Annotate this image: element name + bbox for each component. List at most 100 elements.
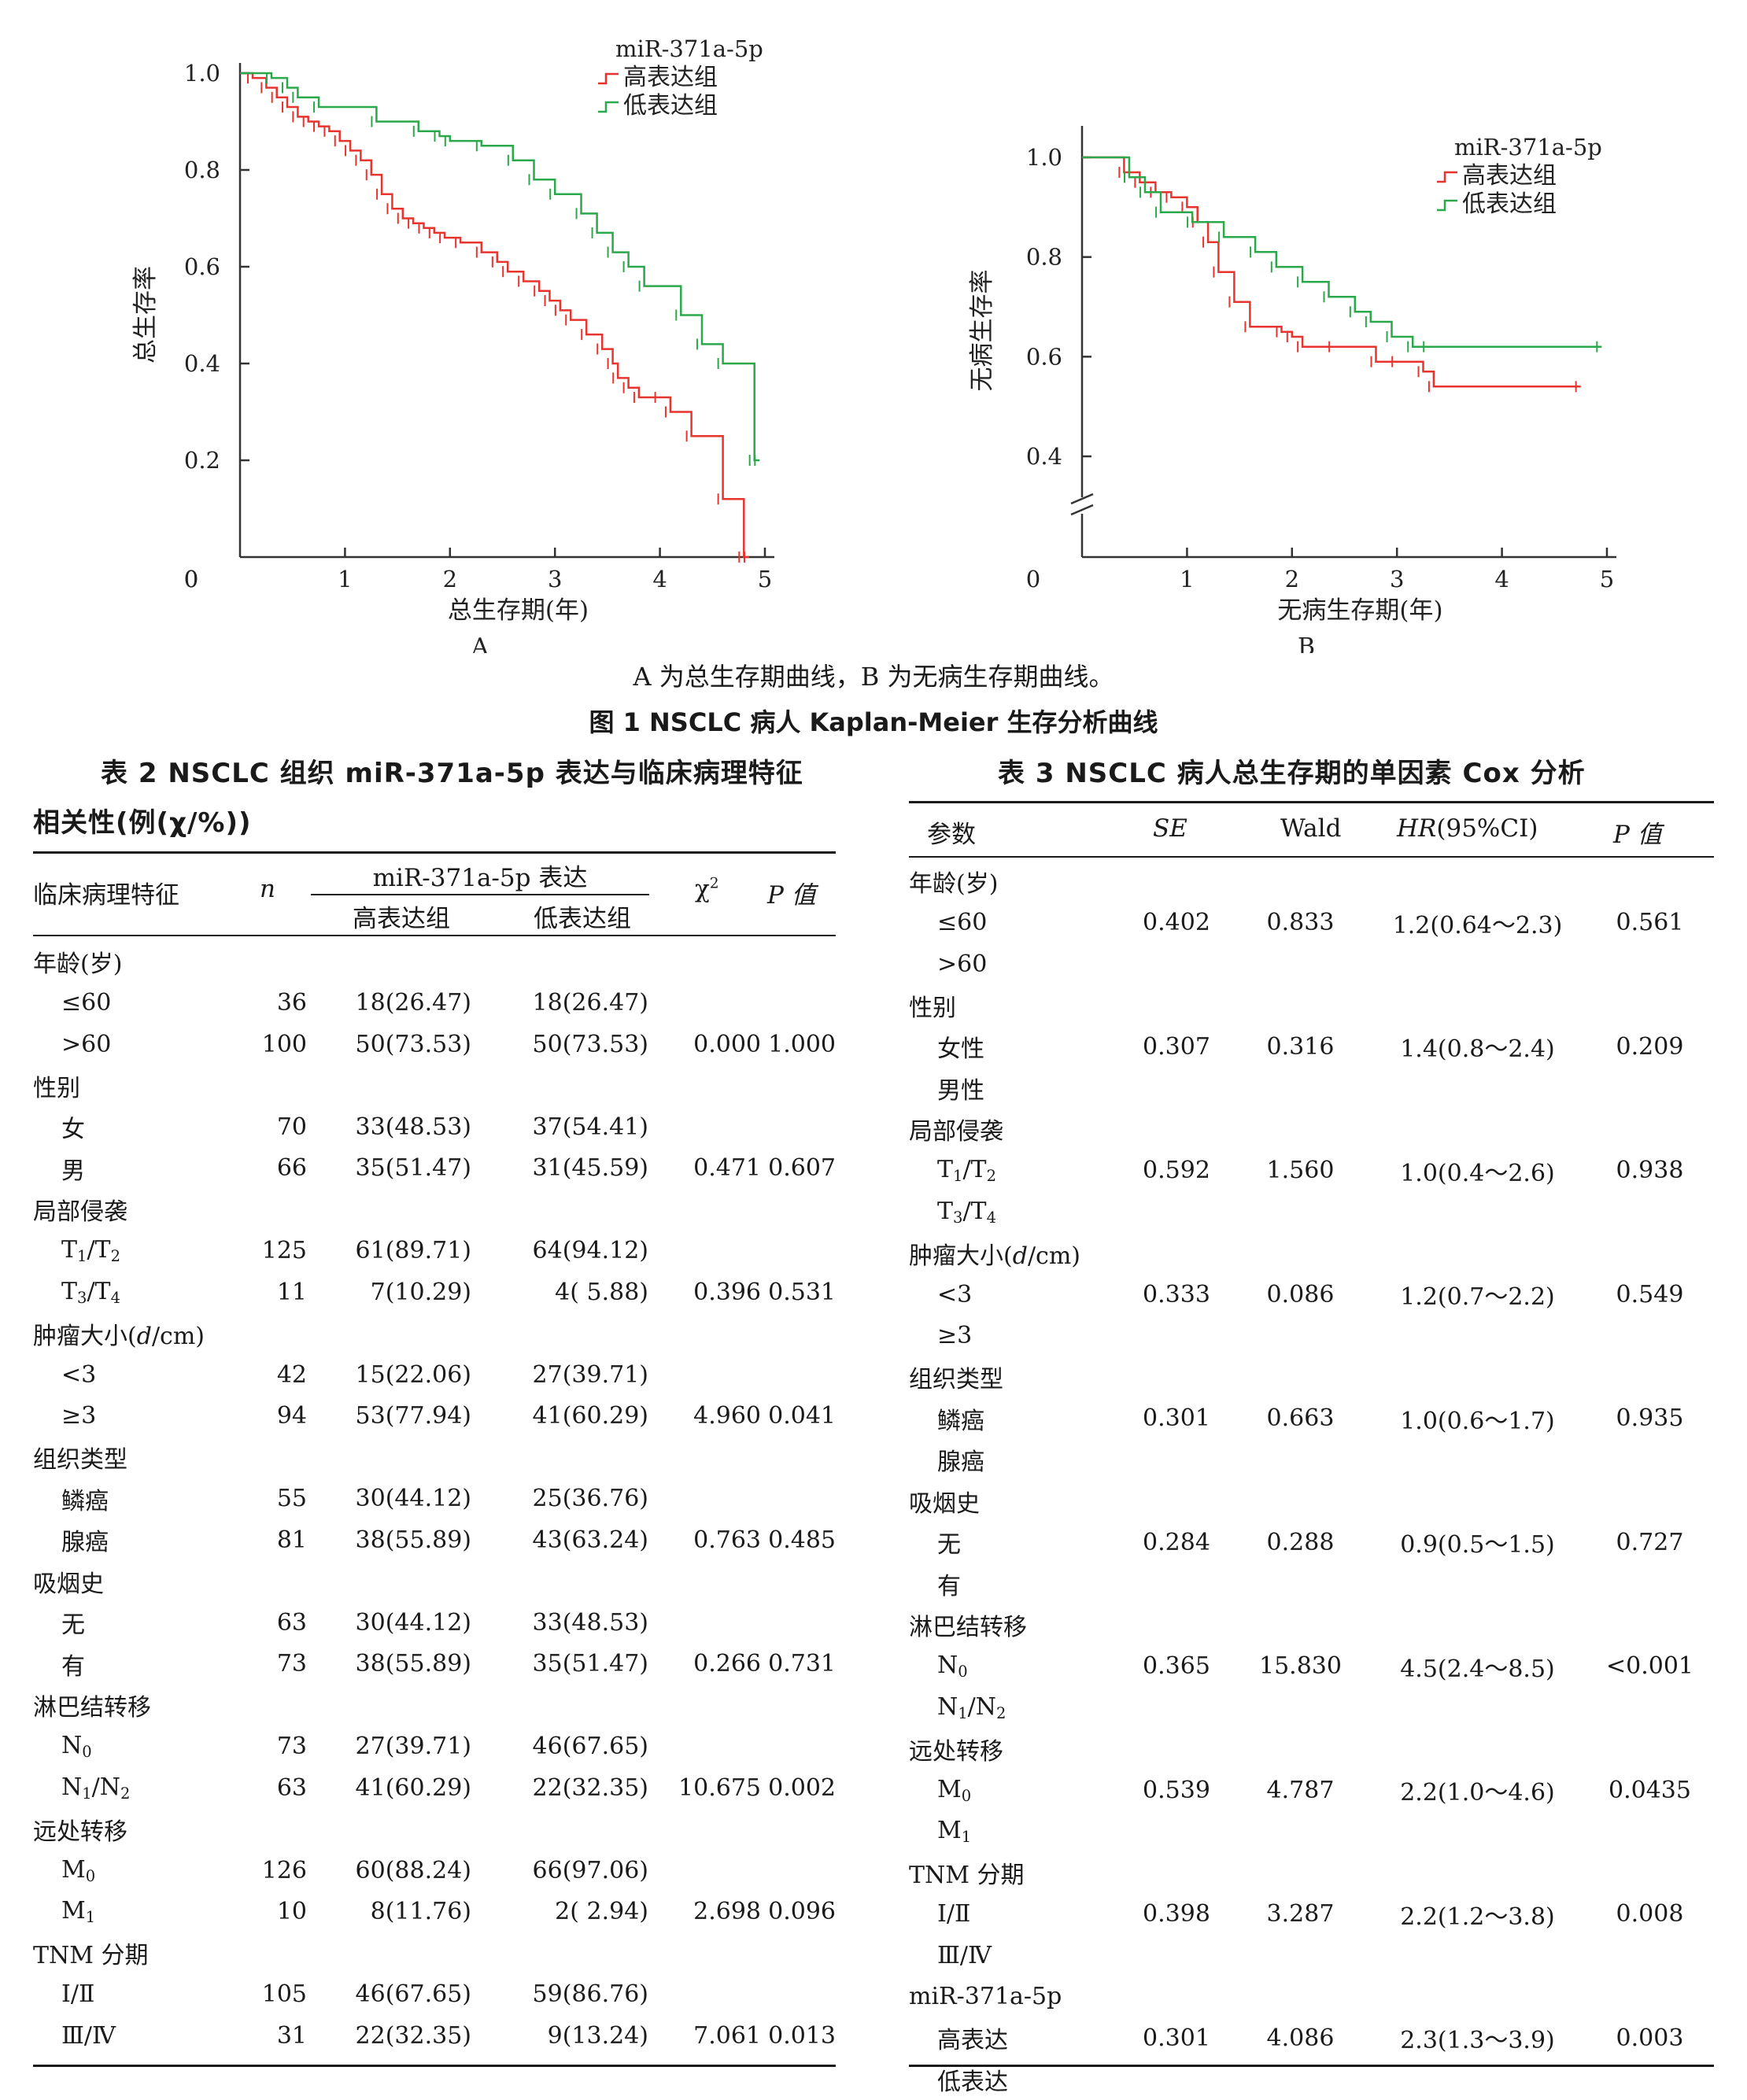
km-curve-low	[240, 73, 759, 460]
table3-cell-p: 0.209	[1586, 1026, 1714, 1068]
table3-cell-label: N1/N2	[909, 1687, 1121, 1729]
table3-cell-label: 肿瘤大小(d/cm)	[909, 1233, 1121, 1275]
table3-cell-wald: 4.086	[1232, 2017, 1369, 2059]
table3-cell-hr: 1.2(0.7～2.2)	[1369, 1274, 1586, 1316]
table2-cell-high: 15(22.06)	[324, 1354, 501, 1396]
table2-cell-low	[501, 941, 678, 983]
table2-cell-n: 125	[246, 1231, 324, 1272]
table3-col-p: P 值	[1613, 814, 1662, 850]
table3-cell-hr: 0.9(0.5～1.5)	[1369, 1522, 1586, 1563]
y-axis-label: 总生存率	[131, 266, 160, 364]
table3-cell-label: 低表达	[909, 2059, 1121, 2100]
table2-cell-label: 年龄(岁)	[33, 941, 246, 983]
table2-group-row: 肿瘤大小(d/cm)	[33, 1313, 836, 1355]
table2-title-line2: 相关性(例(χ/%))	[33, 801, 252, 840]
legend-swatch	[598, 102, 619, 112]
table2-cell-label: ≤60	[33, 983, 246, 1024]
table3-cell-wald	[1232, 1729, 1369, 1770]
table2-cell-high: 7(10.29)	[324, 1271, 501, 1313]
table2-cell-label: 淋巴结转移	[33, 1685, 246, 1726]
table3-cell-wald	[1232, 1068, 1369, 1109]
table2-cell-high: 38(55.89)	[324, 1519, 501, 1561]
table2-cell-low: 2( 2.94)	[501, 1891, 678, 1933]
table3-cell-wald: 0.833	[1232, 902, 1369, 944]
table2-cell-n: 81	[246, 1519, 324, 1561]
x-tick-label: 2	[443, 566, 457, 592]
table3-cell-wald	[1232, 943, 1369, 985]
table2-cell-low	[501, 1065, 678, 1107]
table2-cell-n: 31	[246, 2015, 324, 2057]
table2-cell-n: 36	[246, 983, 324, 1024]
table3-cell-hr	[1369, 1439, 1586, 1481]
table3-cell-wald	[1232, 1976, 1369, 2018]
table2-cell-high: 46(67.65)	[324, 1974, 501, 2016]
table3-cell-hr	[1369, 1852, 1586, 1894]
table2-col-expr: miR-371a-5p 表达	[311, 858, 649, 893]
table2-group-row: 局部侵袭	[33, 1189, 836, 1231]
table3-cell-label: Ⅰ/Ⅱ	[909, 1894, 1121, 1936]
table3-group-row: miR-371a-5p	[909, 1976, 1714, 2018]
y-tick-label: 0.8	[1026, 244, 1062, 271]
table2-cell-low	[501, 1932, 678, 1974]
y-tick-label: 1.0	[1026, 144, 1062, 171]
x-tick-label: 0	[1026, 566, 1040, 592]
table2-cell-p	[761, 1437, 836, 1478]
table3-cell-hr	[1369, 985, 1586, 1027]
table2-cell-n	[246, 1685, 324, 1726]
table3-cell-wald: 0.288	[1232, 1522, 1369, 1563]
table3-cell-se: 0.365	[1121, 1646, 1232, 1688]
table2-span-rule	[311, 894, 649, 895]
table2-cell-low: 46(67.65)	[501, 1726, 678, 1768]
table3-cell-se	[1121, 985, 1232, 1027]
table3-cell-label: 吸烟史	[909, 1481, 1121, 1522]
table3-cell-wald: 15.830	[1232, 1646, 1369, 1688]
table2-cell-p	[761, 1189, 836, 1231]
table3-cell-wald: 0.663	[1232, 1398, 1369, 1440]
table3-cell-wald: 1.560	[1232, 1150, 1369, 1192]
table3-cell-p	[1586, 1729, 1714, 1770]
panel-letter: A	[471, 633, 489, 653]
y-tick-label: 0.4	[1026, 443, 1062, 470]
y-tick-label: 0.4	[184, 350, 220, 377]
table3-col-param: 参数	[927, 814, 976, 850]
table2-group-row: 淋巴结转移	[33, 1685, 836, 1726]
table2-cell-p: 0.013	[761, 2015, 836, 2057]
table3-cell-label: Ⅲ/Ⅳ	[909, 1935, 1121, 1976]
table2-cell-label: T1/T2	[33, 1231, 246, 1272]
table3-cell-hr: 2.3(1.3～3.9)	[1369, 2017, 1586, 2059]
table3-row: N1/N2	[909, 1687, 1714, 1729]
table2-cell-n	[246, 941, 324, 983]
table3-cell-p	[1586, 943, 1714, 985]
table2-group-row: 性别	[33, 1065, 836, 1107]
table2-cell-low: 37(54.41)	[501, 1106, 678, 1148]
table2-cell-chi: 10.675	[678, 1767, 761, 1809]
legend-title: miR-371a-5p	[1454, 134, 1602, 161]
table3-cell-p: 0.727	[1586, 1522, 1714, 1563]
table3-group-row: 性别	[909, 985, 1714, 1027]
table3-group-row: 远处转移	[909, 1729, 1714, 1770]
table2-col-p: P 值	[767, 875, 816, 910]
table3-row: 男性	[909, 1068, 1714, 1109]
table2-cell-label: 鳞癌	[33, 1478, 246, 1520]
table2-cell-high	[324, 1932, 501, 1974]
table3-cell-hr	[1369, 1935, 1586, 1976]
table3-cell-hr	[1369, 2059, 1586, 2100]
table2-cell-low	[501, 1437, 678, 1478]
table3-cell-hr	[1369, 1563, 1586, 1605]
table2-cell-n: 10	[246, 1891, 324, 1933]
table3-cell-wald	[1232, 2059, 1369, 2100]
table2-cell-chi	[678, 1478, 761, 1520]
table2-cell-chi	[678, 1106, 761, 1148]
table3-cell-label: 有	[909, 1563, 1121, 1605]
table2-cell-p	[761, 983, 836, 1024]
